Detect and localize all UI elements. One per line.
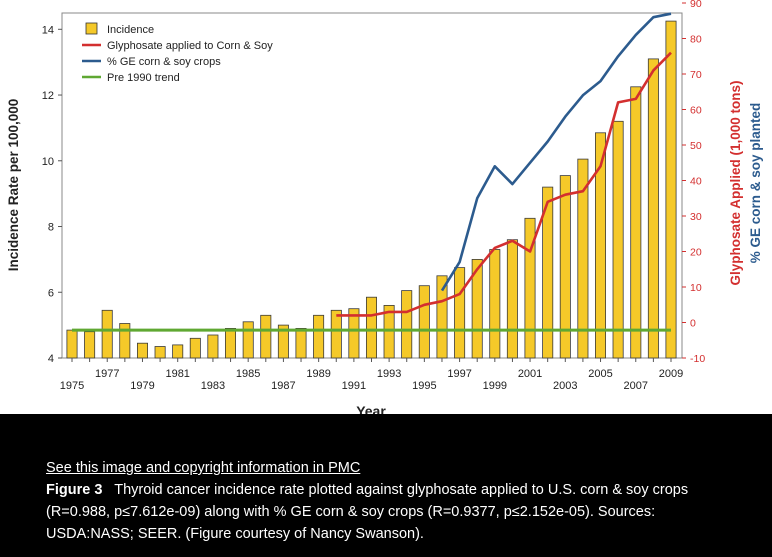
- bar-2004: [577, 158, 589, 359]
- legend-label-trend: Pre 1990 trend: [107, 72, 180, 84]
- left-tick-label: 6: [48, 287, 54, 299]
- x-tick-label: 1977: [95, 368, 119, 380]
- bar-2006: [612, 120, 624, 359]
- x-tick-label: 1997: [447, 368, 471, 380]
- legend-label-ge: % GE corn & soy crops: [107, 56, 221, 68]
- bar-1982: [189, 337, 201, 359]
- bar-1975: [66, 329, 78, 359]
- left-tick-label: 14: [42, 24, 54, 36]
- figure-label: Figure 3: [46, 482, 103, 498]
- right-axis: -10 0 10 20 30 40 50 60 70 80 90: [682, 0, 705, 365]
- bar-1980: [154, 346, 166, 359]
- right-tick-label: 20: [690, 247, 702, 259]
- x-tick-label: 2001: [518, 368, 542, 380]
- bar-2007: [630, 86, 642, 359]
- image-source-link[interactable]: See this image and copyright information…: [46, 460, 361, 476]
- x-tick-label: 2005: [588, 368, 612, 380]
- bar-1988: [295, 327, 307, 359]
- left-tick-label: 4: [48, 353, 54, 365]
- bar-1992: [365, 296, 377, 359]
- y-axis-right-label-ge: % GE corn & soy planted: [748, 103, 763, 264]
- bar-1995: [418, 285, 430, 359]
- bar-2008: [647, 58, 659, 359]
- left-tick-label: 10: [42, 156, 54, 168]
- caption-text: Thyroid cancer incidence rate plotted ag…: [46, 482, 689, 542]
- x-tick-label: 1987: [271, 380, 295, 392]
- x-tick-label: 1981: [165, 368, 189, 380]
- x-tick-label: 1995: [412, 380, 436, 392]
- x-tick-label: 2009: [659, 368, 683, 380]
- bar-1986: [260, 314, 272, 359]
- y-axis-left-label: Incidence Rate per 100,000: [6, 99, 21, 272]
- bar-2000: [506, 239, 518, 359]
- right-tick-label: 30: [690, 211, 702, 223]
- bar-1977: [101, 309, 113, 359]
- bar-1981: [172, 344, 184, 359]
- bar-1976: [84, 331, 96, 359]
- bar-1989: [313, 314, 325, 359]
- right-tick-label: 90: [690, 0, 702, 10]
- right-tick-label: 80: [690, 34, 702, 46]
- legend-label-incidence: Incidence: [107, 24, 154, 36]
- left-tick-label: 8: [48, 222, 54, 234]
- bar-1984: [224, 327, 236, 359]
- chart-panel: 4 6 8 10 12 14 -10 0 10 20 30 40 50 60 70 80 90 1977 198…: [0, 0, 772, 414]
- x-tick-label: 1983: [201, 380, 225, 392]
- x-tick-label: 2007: [624, 380, 648, 392]
- bar-1990: [330, 309, 342, 359]
- right-tick-label: 0: [690, 318, 696, 330]
- right-tick-label: 10: [690, 282, 702, 294]
- figure-caption: See this image and copyright information…: [46, 457, 746, 545]
- left-axis: 4 6 8 10 12 14: [42, 24, 62, 365]
- legend-label-glyphosate: Glyphosate applied to Corn & Soy: [107, 40, 273, 52]
- line-glyphosate: [336, 51, 672, 317]
- legend: Incidence Glyphosate applied to Corn & S…: [82, 22, 273, 84]
- series-lines: [72, 12, 672, 332]
- x-tick-label: 1989: [306, 368, 330, 380]
- right-tick-label: 70: [690, 69, 702, 81]
- incidence-bars: [66, 20, 677, 359]
- x-tick-label: 1985: [236, 368, 260, 380]
- bar-1979: [136, 342, 148, 359]
- x-tick-label: 1975: [60, 380, 84, 392]
- right-tick-label: 50: [690, 140, 702, 152]
- x-tick-label: 1993: [377, 368, 401, 380]
- x-tick-label: 1979: [130, 380, 154, 392]
- bar-1994: [401, 290, 413, 359]
- line-ge-crops: [440, 12, 672, 292]
- right-tick-label: -10: [690, 353, 705, 365]
- x-tick-label: 1999: [483, 380, 507, 392]
- chart: 4 6 8 10 12 14 -10 0 10 20 30 40 50 60 70 80 90 1977 198…: [6, 0, 763, 414]
- bar-2009: [665, 20, 677, 359]
- y-axis-right-label-glyphosate: Glyphosate Applied (1,000 tons): [728, 80, 743, 285]
- bar-1985: [242, 321, 254, 359]
- x-axis: 1977 1981 1985 1989 1993 1997 2001 2005 2009 1975…: [60, 358, 683, 392]
- x-tick-label: 2003: [553, 380, 577, 392]
- legend-swatch-incidence: [85, 22, 98, 35]
- bar-1983: [207, 334, 219, 359]
- x-axis-label: Year: [356, 403, 386, 414]
- x-tick-label: 1991: [342, 380, 366, 392]
- right-tick-label: 40: [690, 176, 702, 188]
- bar-1999: [489, 249, 501, 359]
- right-tick-label: 60: [690, 105, 702, 117]
- left-tick-label: 12: [42, 90, 54, 102]
- bar-1997: [454, 267, 466, 359]
